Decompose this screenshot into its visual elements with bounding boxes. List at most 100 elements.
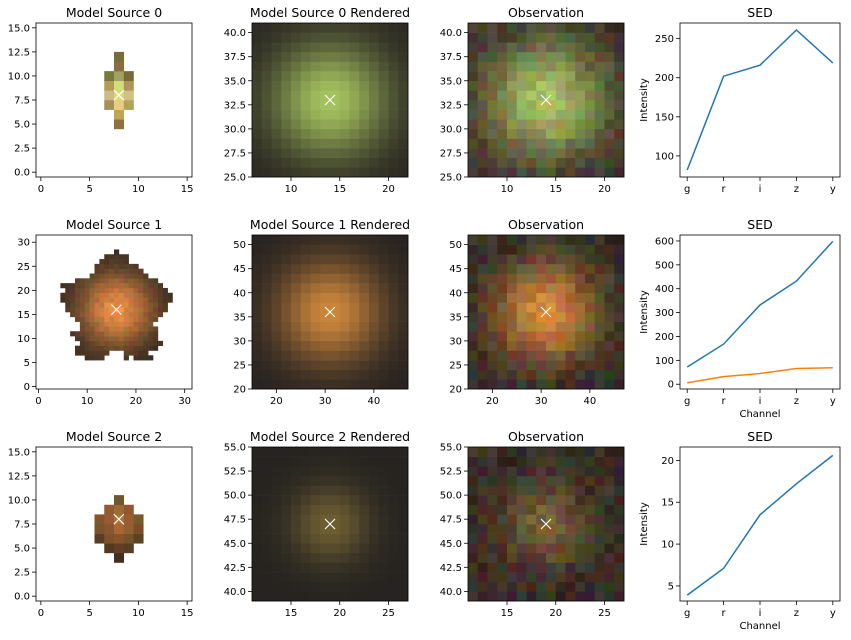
observation-pixel	[477, 23, 488, 33]
observation-pixel	[585, 524, 596, 534]
observation-pixel	[477, 456, 488, 467]
category-label: r	[722, 396, 727, 407]
rendered-pixel	[369, 42, 380, 53]
rendered-pixel	[398, 591, 409, 602]
rendered-pixel	[310, 244, 321, 255]
y-tick-label: 30	[17, 238, 30, 249]
rendered-pixel	[359, 369, 370, 380]
observation-pixel	[565, 23, 576, 33]
observation-pixel	[536, 283, 547, 294]
rendered-pixel	[369, 533, 380, 544]
model-pixel	[84, 292, 90, 298]
observation-pixel	[565, 292, 576, 303]
observation-pixel	[497, 61, 508, 72]
rendered-pixel	[378, 340, 389, 351]
rendered-pixel	[378, 302, 389, 313]
observation-pixel	[536, 369, 547, 380]
observation-pixel	[614, 360, 625, 371]
rendered-pixel	[369, 273, 380, 284]
rendered-pixel	[349, 379, 360, 390]
rendered-pixel	[398, 138, 409, 149]
observation-pixel	[468, 495, 479, 506]
rendered-pixel	[281, 504, 292, 515]
model-pixel	[118, 316, 125, 322]
model-pixel	[75, 292, 81, 298]
observation-pixel	[594, 533, 605, 544]
rendered-pixel	[359, 292, 370, 303]
rendered-pixel	[300, 283, 311, 294]
rendered-pixel	[271, 379, 282, 390]
observation-pixel	[507, 466, 518, 477]
observation-pixel	[594, 109, 605, 120]
rendered-pixel	[261, 331, 272, 342]
model-pixel	[104, 331, 110, 337]
rendered-pixel	[339, 23, 350, 33]
observation-pixel	[575, 273, 586, 284]
model-pixel	[94, 268, 100, 274]
observation-pixel	[565, 138, 576, 149]
model-pixel	[104, 302, 110, 308]
rendered-pixel	[339, 128, 350, 139]
rendered-pixel	[349, 581, 360, 592]
rendered-pixel	[359, 331, 370, 342]
model-pixel	[109, 326, 115, 332]
model-pixel	[114, 340, 120, 346]
rendered-pixel	[330, 485, 341, 496]
observation-pixel	[546, 71, 557, 82]
observation-pixel	[546, 379, 557, 390]
observation-pixel	[477, 283, 488, 294]
observation-pixel	[497, 321, 508, 332]
observation-pixel	[594, 235, 605, 245]
observation-pixel	[516, 283, 527, 294]
rendered-pixel	[369, 456, 380, 467]
rendered-pixel	[369, 302, 380, 313]
observation-pixel	[468, 552, 479, 563]
observation-pixel	[585, 350, 596, 361]
y-tick-label: 25.0	[224, 173, 246, 184]
observation-pixel	[497, 562, 508, 573]
model-pixel	[138, 316, 144, 322]
rendered-pixel	[320, 109, 331, 120]
rendered-pixel	[271, 51, 282, 62]
model-pixel	[123, 321, 129, 327]
rendered-pixel	[252, 244, 263, 255]
model-pixel	[104, 524, 115, 534]
observation-pixel	[614, 273, 625, 284]
rendered-pixel	[300, 572, 311, 583]
observation-pixel	[487, 591, 498, 602]
axes-frame	[679, 234, 841, 390]
rendered-pixel	[261, 42, 272, 53]
model-pixel	[162, 287, 168, 294]
rendered-pixel	[271, 447, 282, 457]
model-pixel	[65, 292, 71, 298]
observation-pixel	[604, 51, 615, 62]
observation-pixel	[516, 340, 527, 351]
rendered-pixel	[300, 504, 311, 515]
observation-pixel	[614, 485, 625, 496]
observation-pixel	[604, 447, 615, 457]
observation-pixel	[614, 263, 625, 274]
rendered-pixel	[330, 350, 341, 361]
observation-pixel	[555, 524, 566, 534]
rendered-pixel	[349, 292, 360, 303]
rendered-pixel	[330, 591, 341, 602]
rendered-pixel	[271, 61, 282, 72]
observation-pixel	[477, 369, 488, 380]
observation-pixel	[477, 302, 488, 313]
observation-pixel	[614, 504, 625, 515]
rendered-pixel	[349, 283, 360, 294]
center-marker	[540, 306, 552, 318]
rendered-pixel	[291, 312, 302, 322]
model-pixel	[109, 268, 115, 274]
model-pixel	[162, 302, 168, 308]
rendered-pixel	[398, 244, 409, 255]
rendered-pixel	[349, 524, 360, 534]
observation-pixel	[536, 466, 547, 477]
model-pixel	[123, 524, 134, 534]
observation-pixel	[516, 379, 527, 390]
observation-pixel	[516, 23, 527, 33]
panel-r2: 40.042.545.047.550.052.555.015 20 25Model …	[224, 429, 410, 619]
observation-pixel	[604, 302, 615, 313]
model-pixel	[128, 312, 134, 318]
